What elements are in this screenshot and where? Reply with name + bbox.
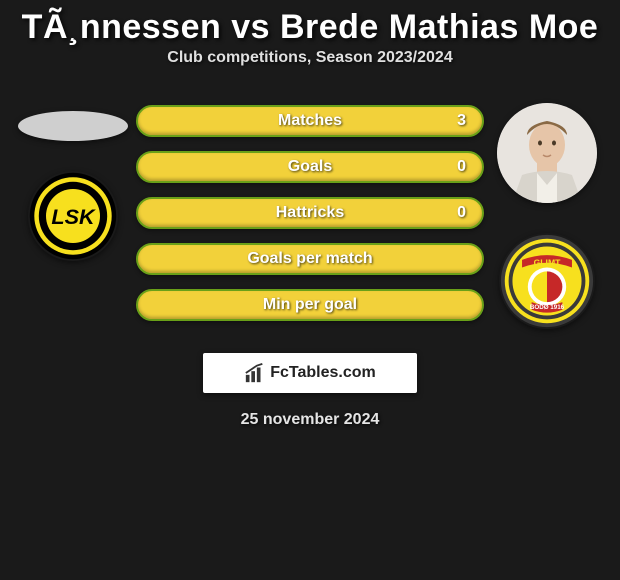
stat-label: Hattricks	[138, 204, 482, 222]
stat-bar: Matches3	[136, 105, 484, 137]
svg-text:BODØ 1916: BODØ 1916	[530, 304, 565, 311]
stat-label: Matches	[138, 112, 482, 130]
left-player-photo	[18, 111, 128, 141]
brand-box[interactable]: FcTables.com	[203, 353, 417, 393]
stat-bar: Min per goal	[136, 289, 484, 321]
page-title: TÃ¸nnessen vs Brede Mathias Moe	[0, 0, 620, 49]
right-column: GLIMT BODØ 1916	[492, 95, 602, 329]
lsk-badge-icon: LSK	[28, 171, 118, 261]
brand-text: FcTables.com	[270, 364, 376, 382]
stat-label: Min per goal	[138, 296, 482, 314]
stat-label: Goals per match	[138, 250, 482, 268]
bodo-glimt-badge-icon: GLIMT BODØ 1916	[499, 233, 595, 329]
main-row: LSK Matches3Goals0Hattricks0Goals per ma…	[0, 95, 620, 329]
left-club-badge: LSK	[28, 171, 118, 261]
left-column: LSK	[18, 95, 128, 261]
stat-right-value: 0	[446, 158, 466, 176]
stat-label: Goals	[138, 158, 482, 176]
stat-bar: Hattricks0	[136, 197, 484, 229]
right-club-badge: GLIMT BODØ 1916	[499, 233, 595, 329]
date-line: 25 november 2024	[0, 411, 620, 429]
stat-right-value: 0	[446, 204, 466, 222]
svg-text:GLIMT: GLIMT	[534, 258, 562, 268]
stat-bar: Goals per match	[136, 243, 484, 275]
stat-bar: Goals0	[136, 151, 484, 183]
page-subtitle: Club competitions, Season 2023/2024	[0, 49, 620, 95]
svg-text:LSK: LSK	[51, 204, 96, 229]
stats-column: Matches3Goals0Hattricks0Goals per matchM…	[136, 95, 484, 321]
stat-right-value: 3	[446, 112, 466, 130]
right-player-photo	[497, 103, 597, 203]
bar-chart-icon	[244, 362, 266, 384]
comparison-card: TÃ¸nnessen vs Brede Mathias Moe Club com…	[0, 0, 620, 429]
